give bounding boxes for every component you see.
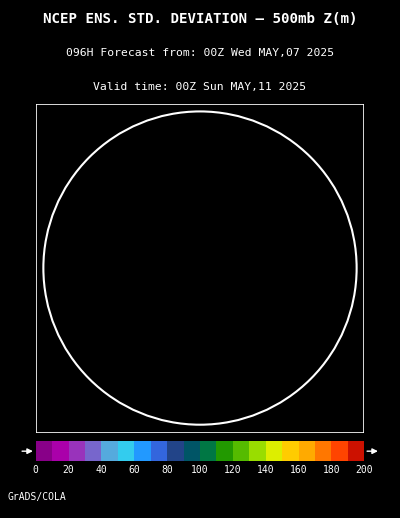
Text: 120: 120 xyxy=(224,465,242,476)
Text: 20: 20 xyxy=(63,465,74,476)
Bar xyxy=(348,441,364,461)
Bar xyxy=(167,441,184,461)
Bar xyxy=(68,441,85,461)
Bar xyxy=(151,441,167,461)
Text: 160: 160 xyxy=(290,465,307,476)
Bar xyxy=(233,441,249,461)
Bar xyxy=(332,441,348,461)
Bar xyxy=(102,441,118,461)
Text: 200: 200 xyxy=(356,465,373,476)
Bar xyxy=(134,441,151,461)
Bar xyxy=(249,441,266,461)
Polygon shape xyxy=(28,96,372,440)
Text: GrADS/COLA: GrADS/COLA xyxy=(8,492,67,501)
Bar xyxy=(282,441,298,461)
Text: 180: 180 xyxy=(323,465,340,476)
Text: 096H Forecast from: 00Z Wed MAY,07 2025: 096H Forecast from: 00Z Wed MAY,07 2025 xyxy=(66,48,334,58)
Text: NCEP ENS. STD. DEVIATION – 500mb Z(m): NCEP ENS. STD. DEVIATION – 500mb Z(m) xyxy=(43,12,357,26)
Bar xyxy=(216,441,233,461)
Text: Valid time: 00Z Sun MAY,11 2025: Valid time: 00Z Sun MAY,11 2025 xyxy=(94,82,306,92)
Text: 100: 100 xyxy=(191,465,209,476)
Text: 40: 40 xyxy=(96,465,107,476)
Text: 140: 140 xyxy=(257,465,274,476)
Bar xyxy=(315,441,332,461)
Text: 60: 60 xyxy=(128,465,140,476)
Bar xyxy=(36,441,52,461)
Bar xyxy=(200,441,216,461)
Bar xyxy=(118,441,134,461)
Bar xyxy=(85,441,102,461)
Text: 0: 0 xyxy=(33,465,39,476)
Bar xyxy=(52,441,68,461)
Bar xyxy=(298,441,315,461)
Text: 80: 80 xyxy=(161,465,173,476)
Bar xyxy=(266,441,282,461)
Bar xyxy=(184,441,200,461)
